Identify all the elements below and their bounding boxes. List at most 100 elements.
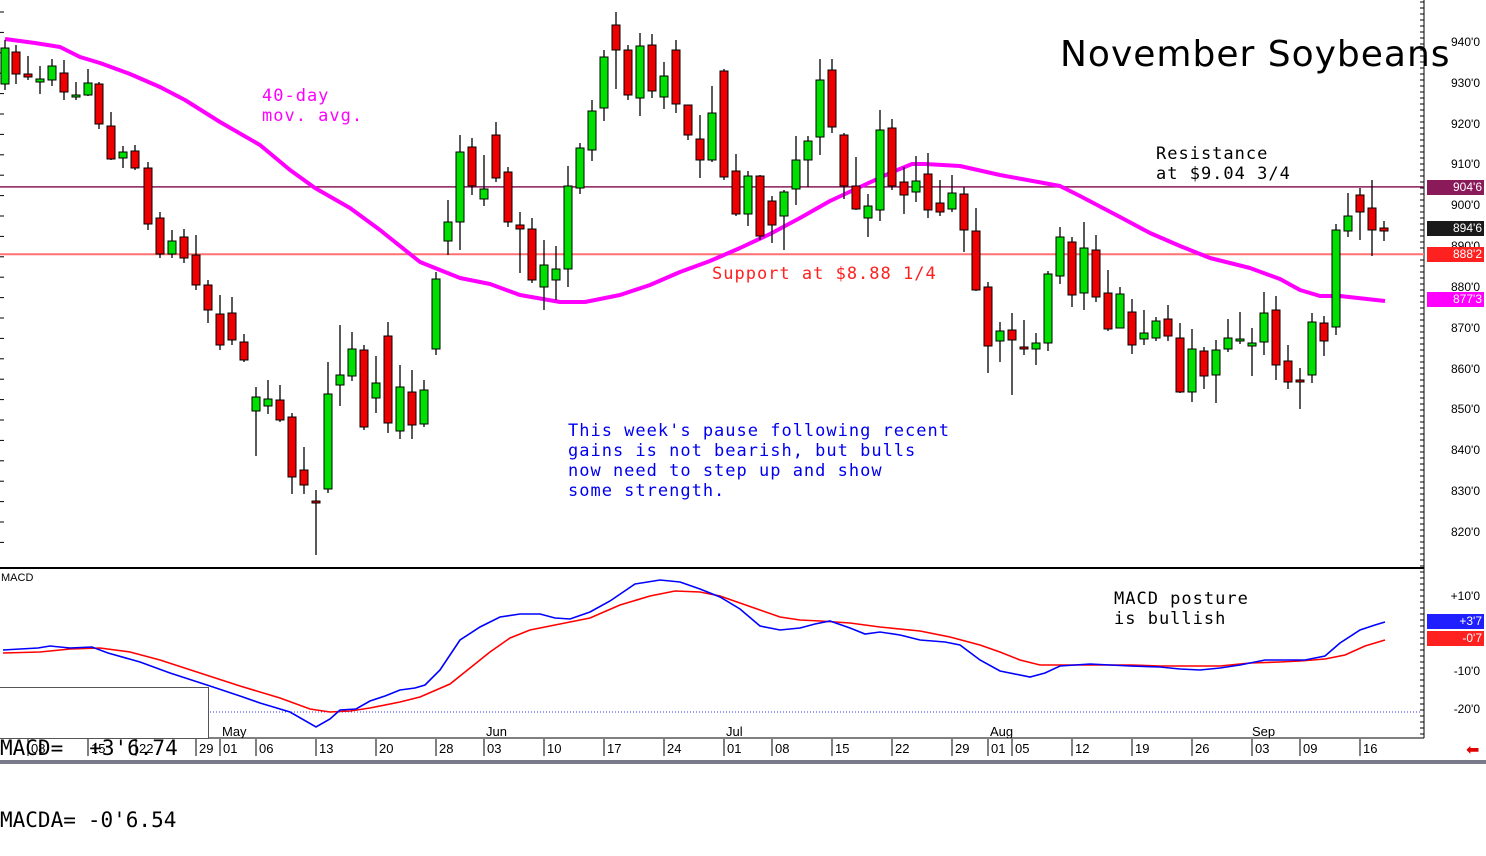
- candle: [299, 447, 309, 494]
- candle: [791, 136, 801, 205]
- candle: [275, 385, 285, 422]
- candle: [1103, 270, 1113, 331]
- candle: [695, 115, 705, 178]
- date-label: 01: [991, 741, 1006, 756]
- candle: [743, 171, 753, 226]
- price-tick-label: 940'0: [1451, 35, 1480, 49]
- candle: [563, 166, 573, 287]
- macd-readout-label: MACD=: [0, 736, 64, 760]
- date-label: 08: [775, 741, 790, 756]
- candle: [1235, 312, 1245, 344]
- macd-panel-label: MACD: [1, 572, 34, 584]
- macd-readout: MACD= +3'6.74 MACDA= -0'6.54: [0, 687, 209, 832]
- candle: [47, 59, 57, 86]
- candle: [1127, 299, 1137, 354]
- date-label: 20: [379, 741, 394, 756]
- candle: [1175, 323, 1185, 393]
- date-label: 01: [223, 741, 238, 756]
- candle: [515, 212, 525, 273]
- candle: [803, 136, 813, 187]
- month-label: Jun: [486, 724, 507, 739]
- support-tag: 888'2: [1427, 247, 1484, 263]
- month-label: Jul: [726, 724, 743, 739]
- price-tick-label: 860'0: [1451, 361, 1480, 376]
- candle: [827, 59, 837, 133]
- candle: [23, 56, 33, 80]
- candle: [1007, 313, 1017, 395]
- candle: [118, 146, 128, 168]
- date-label: 26: [1195, 741, 1210, 756]
- price-tick-label: 830'0: [1451, 484, 1480, 499]
- candle: [899, 167, 909, 214]
- date-label: 06: [259, 741, 274, 756]
- candle: [395, 365, 405, 439]
- candle: [779, 190, 789, 250]
- candle: [875, 110, 885, 221]
- candle: [227, 297, 237, 345]
- candle: [767, 196, 777, 243]
- candle: [1379, 221, 1389, 241]
- candle: [959, 187, 969, 252]
- price-tick-label: 900'0: [1451, 198, 1480, 213]
- candle: [911, 156, 921, 202]
- candle: [263, 380, 273, 414]
- candle: [599, 50, 609, 121]
- macd-posture-annotation: MACD posture is bullish: [1114, 589, 1249, 629]
- price-tick-label: 910'0: [1451, 157, 1480, 172]
- chart-canvas: [0, 0, 1425, 756]
- candle: [1031, 333, 1041, 365]
- candle: [35, 66, 45, 94]
- macd-line: [2, 579, 1386, 728]
- candle: [0, 40, 10, 90]
- candle: [1151, 317, 1161, 341]
- candle: [659, 62, 669, 109]
- candle: [503, 167, 513, 227]
- candle: [1367, 180, 1377, 256]
- candle: [1211, 340, 1221, 403]
- candle: [1259, 292, 1269, 355]
- macd-tick-label: -20'0: [1453, 701, 1480, 716]
- date-label: 05: [1015, 741, 1030, 756]
- month-label: May: [222, 724, 247, 739]
- last-price-tag: 894'6: [1427, 220, 1484, 236]
- candle: [1187, 329, 1197, 402]
- candle: [479, 155, 489, 206]
- month-label: Aug: [990, 724, 1014, 739]
- candle: [863, 194, 873, 237]
- scroll-back-arrow-icon[interactable]: ⬅: [1466, 740, 1480, 759]
- date-label: 16: [1363, 741, 1378, 756]
- date-label: 29: [199, 741, 214, 756]
- candle: [839, 133, 849, 199]
- candle: [239, 334, 249, 362]
- candle: [719, 69, 729, 180]
- date-label: 01: [727, 741, 742, 756]
- date-label: 13: [319, 741, 334, 756]
- candle: [995, 322, 1005, 362]
- date-label: 28: [439, 741, 454, 756]
- date-label: 15: [91, 741, 106, 756]
- date-label: 19: [1135, 741, 1150, 756]
- resistance-tag: 904'6: [1427, 179, 1484, 195]
- candle: [1115, 287, 1125, 329]
- candle: [1079, 222, 1089, 310]
- candle: [707, 86, 717, 162]
- candle: [1283, 345, 1293, 389]
- candle: [815, 59, 825, 155]
- candle: [143, 162, 153, 230]
- candle: [167, 230, 177, 258]
- candle: [575, 143, 585, 194]
- candle: [1355, 188, 1365, 240]
- candle: [887, 119, 897, 190]
- candle: [179, 229, 189, 263]
- date-label: 08: [31, 741, 46, 756]
- candle: [755, 175, 765, 240]
- date-label: 22: [139, 741, 154, 756]
- candle: [1247, 328, 1257, 376]
- price-tick-label: 930'0: [1451, 75, 1480, 90]
- price-tick-label: 850'0: [1451, 402, 1480, 417]
- candle: [1043, 271, 1053, 351]
- date-label: 03: [1255, 741, 1270, 756]
- candle: [1091, 235, 1101, 302]
- candle: [539, 240, 549, 310]
- candle: [731, 154, 741, 216]
